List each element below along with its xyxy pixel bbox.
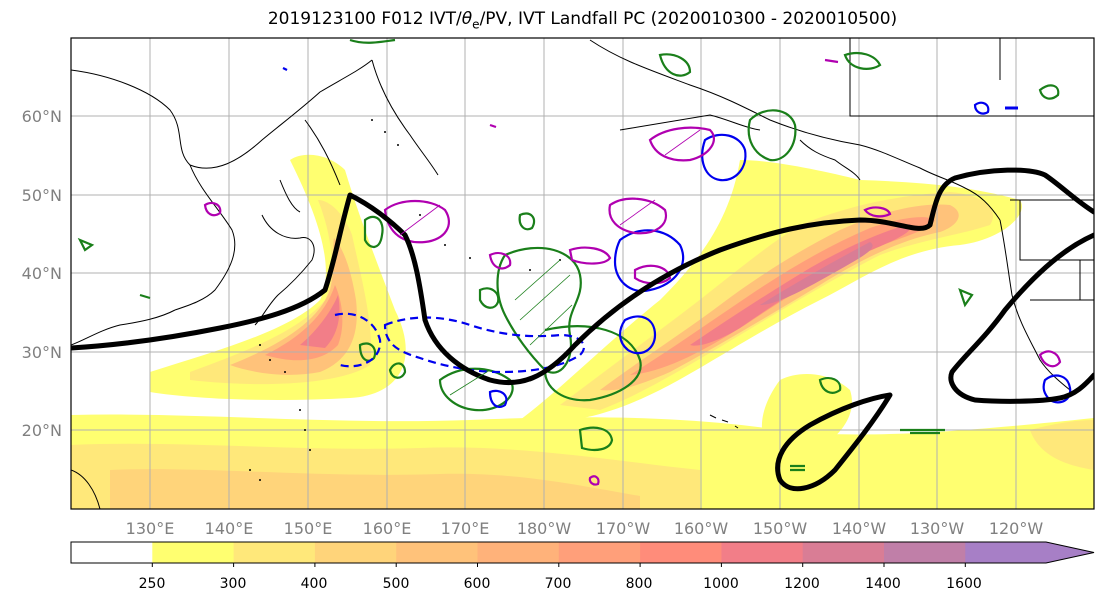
colorbar-segment: [396, 542, 478, 563]
colorbar-tick-label: 700: [545, 576, 572, 592]
lon-label: 120°W: [989, 519, 1044, 538]
graticule: [71, 38, 1094, 509]
map-title: 2019123100 F012 IVT/θe/PV, IVT Landfall …: [267, 9, 898, 32]
lat-label: 20°N: [22, 421, 62, 440]
hatched-regions: [449, 259, 573, 396]
lat-label: 40°N: [22, 264, 62, 283]
colorbar-segment: [152, 542, 235, 563]
lon-label: 140°W: [832, 519, 887, 538]
colorbar-tick-label: 500: [383, 576, 410, 592]
lon-label: 140°E: [205, 519, 254, 538]
colorbar-tick-label: 600: [464, 576, 491, 592]
colorbar-segment: [965, 542, 1094, 563]
colorbar-tick-label: 1200: [784, 576, 820, 592]
colorbar-outline: [70, 541, 1095, 564]
colorbar-tick-label: 800: [626, 576, 653, 592]
colorbar-tick-label: 1600: [946, 576, 982, 592]
colorbar-segment: [558, 542, 641, 563]
lon-label: 150°E: [284, 519, 333, 538]
colorbar-segment: [71, 542, 153, 563]
landfall-pc-contours: [71, 167, 1094, 492]
colorbar-tick-label: 300: [220, 576, 247, 592]
lon-label: 160°E: [363, 519, 412, 538]
colorbar-tick-label: 1400: [865, 576, 901, 592]
map-frame: [70, 37, 1095, 510]
lon-label: 160°W: [674, 519, 729, 538]
colorbar-segment: [233, 542, 316, 563]
colorbar-segment: [802, 542, 885, 563]
colorbar-tick-labels: 250 300 400 500 600 700 800 1000 1200 14…: [139, 576, 982, 592]
lon-label: 170°E: [441, 519, 490, 538]
map-panel: [71, 38, 1094, 509]
colorbar-tick-label: 1000: [703, 576, 739, 592]
colorbar-segment: [640, 542, 722, 563]
colorbar-segment: [884, 542, 966, 563]
lat-label: 50°N: [22, 186, 62, 205]
lon-label: 180°W: [517, 519, 572, 538]
lon-label: 170°W: [596, 519, 651, 538]
pv-negative-contours: [282, 67, 1072, 408]
colorbar-tick-label: 250: [139, 576, 166, 592]
colorbar-segment: [314, 542, 397, 563]
lat-label: 60°N: [22, 107, 62, 126]
theta-e-contours: [77, 38, 1060, 472]
lat-label: 30°N: [22, 343, 62, 362]
lon-label: 130°W: [910, 519, 965, 538]
lon-label: 130°E: [126, 519, 175, 538]
colorbar-segments: [71, 542, 1094, 563]
colorbar-segment: [721, 542, 804, 563]
colorbar-tick-label: 400: [301, 576, 328, 592]
colorbar-segment: [477, 542, 560, 563]
longitude-labels: 130°E 140°E 150°E 160°E 170°E 180°W 170°…: [126, 519, 1044, 538]
pv-positive-contours: [203, 58, 1062, 486]
lon-label: 150°W: [753, 519, 808, 538]
latitude-labels: 60°N 50°N 40°N 30°N 20°N: [22, 107, 62, 440]
colorbar-tick-marks: [151, 563, 966, 567]
colorbar: 250 300 400 500 600 700 800 1000 1200 14…: [70, 541, 1095, 592]
